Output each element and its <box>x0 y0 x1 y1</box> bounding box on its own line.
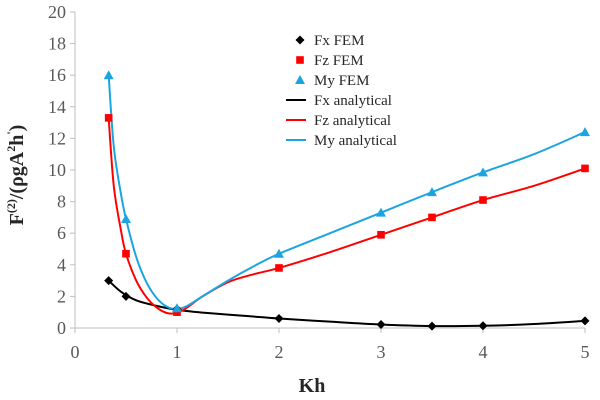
legend-label: Fx analytical <box>314 93 392 109</box>
legend-marker <box>295 75 305 84</box>
data-point <box>104 114 113 122</box>
legend-label: Fx FEM <box>314 33 364 49</box>
legend: Fx FEM Fz FEM My FEM Fx analytical Fz analyt… <box>286 33 397 149</box>
data-point <box>427 187 437 197</box>
data-point <box>427 321 437 331</box>
y-tick-label: 6 <box>57 223 66 243</box>
data-point <box>479 196 487 204</box>
legend-item: Fz FEM <box>296 53 364 69</box>
x-tick-label: 0 <box>71 342 80 362</box>
y-tick-label: 8 <box>57 192 66 212</box>
data-point <box>172 303 182 313</box>
legend-item: My FEM <box>295 73 369 89</box>
y-tick-label: 20 <box>48 2 66 22</box>
y-tick-label: 16 <box>48 65 66 85</box>
y-tick-label: 12 <box>48 128 66 148</box>
x-axis-title: Kh <box>299 375 326 397</box>
data-point <box>376 207 386 217</box>
legend-item: Fx analytical <box>286 93 392 109</box>
y-tick-label: 0 <box>57 318 66 338</box>
series-fx-analytical <box>107 279 586 328</box>
data-point <box>274 248 284 258</box>
series-line <box>107 279 586 328</box>
legend-label: Fz analytical <box>314 113 391 129</box>
data-point <box>121 213 131 223</box>
x-tick-label: 3 <box>377 342 386 362</box>
x-tick-label: 5 <box>581 342 590 362</box>
data-point <box>376 320 386 330</box>
y-tick-label: 18 <box>48 34 66 54</box>
data-point <box>275 264 283 272</box>
x-tick-label: 2 <box>275 342 284 362</box>
data-point <box>121 291 131 301</box>
data-point <box>274 314 284 324</box>
y-tick-label: 2 <box>57 286 66 306</box>
x-tick-label: 4 <box>479 342 488 362</box>
legend-item: My analytical <box>286 133 397 149</box>
data-point <box>103 70 114 80</box>
legend-item: Fz analytical <box>286 113 391 129</box>
data-point <box>478 321 488 331</box>
data-point <box>377 230 385 239</box>
data-point <box>580 127 590 137</box>
data-point <box>580 316 590 326</box>
y-axis-title: F(2)/(ρgA2h') <box>4 125 28 226</box>
legend-label: My FEM <box>314 73 369 89</box>
y-tick-label: 4 <box>57 255 66 275</box>
data-point <box>104 276 114 286</box>
legend-item: Fx FEM <box>295 33 364 49</box>
legend-label: Fz FEM <box>314 53 364 69</box>
y-tick-label: 14 <box>48 97 66 117</box>
legend-marker <box>295 35 305 45</box>
series-my-fem <box>103 70 590 313</box>
y-tick-label: 10 <box>48 160 66 180</box>
data-point <box>478 167 488 177</box>
legend-label: My analytical <box>314 133 397 149</box>
data-point <box>428 213 436 222</box>
data-point <box>122 249 130 258</box>
data-point <box>581 164 589 173</box>
x-tick-label: 1 <box>173 342 182 362</box>
legend-marker <box>296 56 304 64</box>
